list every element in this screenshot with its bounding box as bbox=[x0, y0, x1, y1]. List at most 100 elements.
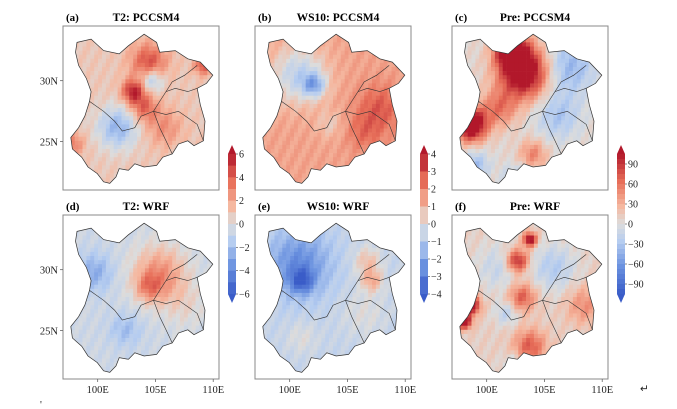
field-cell bbox=[561, 75, 566, 80]
field-cell bbox=[137, 87, 142, 92]
field-cell bbox=[576, 120, 581, 125]
field-cell bbox=[286, 71, 291, 76]
field-cell bbox=[133, 46, 138, 51]
field-cell bbox=[82, 124, 87, 129]
field-cell bbox=[565, 120, 570, 125]
field-cell bbox=[557, 140, 562, 146]
panel-label: (b) bbox=[258, 12, 272, 24]
field-cell bbox=[160, 124, 165, 129]
field-cell bbox=[533, 157, 539, 162]
field-cell bbox=[148, 75, 153, 80]
field-cell bbox=[137, 124, 142, 129]
field-cell bbox=[160, 50, 165, 55]
field-cell bbox=[375, 87, 381, 92]
field-cell bbox=[537, 144, 542, 150]
field-cell bbox=[502, 108, 507, 113]
field-cell bbox=[561, 87, 566, 92]
field-cell bbox=[572, 112, 578, 117]
field-cell bbox=[360, 71, 365, 76]
field-cell bbox=[141, 161, 146, 166]
field-cell bbox=[483, 95, 488, 101]
field-cell bbox=[576, 128, 581, 133]
field-cell bbox=[545, 58, 550, 64]
field-cell bbox=[168, 120, 173, 125]
field-cell bbox=[105, 165, 111, 170]
field-cell bbox=[113, 144, 118, 150]
field-cell bbox=[491, 99, 496, 105]
field-cell bbox=[522, 144, 527, 150]
field-cell bbox=[467, 46, 472, 51]
field-cell bbox=[141, 91, 146, 96]
field-cell bbox=[301, 91, 306, 96]
field-cell bbox=[356, 50, 361, 55]
field-cell bbox=[372, 83, 377, 88]
field-cell bbox=[137, 42, 142, 47]
field-cell bbox=[348, 54, 353, 60]
field-cell bbox=[102, 108, 107, 113]
field-cell bbox=[491, 157, 496, 162]
field-cell bbox=[195, 91, 200, 96]
field-cell bbox=[168, 83, 173, 88]
field-cell bbox=[356, 120, 361, 125]
field-cell bbox=[301, 103, 306, 109]
field-cell bbox=[553, 103, 558, 109]
field-cell bbox=[510, 91, 515, 96]
field-cell bbox=[168, 75, 173, 80]
field-cell bbox=[290, 140, 295, 146]
field-cell bbox=[297, 165, 303, 170]
field-cell bbox=[576, 62, 581, 68]
field-cell bbox=[352, 112, 357, 117]
field-cell bbox=[176, 62, 181, 68]
field-cell bbox=[195, 108, 200, 113]
field-cell bbox=[352, 71, 357, 76]
panel-title: WS10: PCCSM4 bbox=[297, 12, 380, 24]
field-cell bbox=[491, 50, 496, 55]
field-cell bbox=[94, 58, 99, 64]
field-cell bbox=[537, 83, 542, 88]
field-cell bbox=[137, 116, 142, 121]
field-cell bbox=[483, 50, 488, 55]
field-cell bbox=[297, 62, 303, 68]
field-cell bbox=[129, 153, 134, 158]
field-cell bbox=[282, 120, 287, 125]
field-cell bbox=[553, 136, 558, 142]
field-cell bbox=[483, 67, 488, 72]
field-cell bbox=[294, 112, 299, 117]
field-cell bbox=[152, 149, 157, 154]
field-cell bbox=[352, 136, 357, 142]
field-cell bbox=[109, 149, 114, 154]
field-cell bbox=[329, 108, 334, 113]
field-cell bbox=[467, 144, 472, 150]
field-cell bbox=[74, 149, 79, 154]
field-cell bbox=[109, 71, 114, 76]
field-cell bbox=[576, 83, 581, 88]
field-cell bbox=[364, 75, 369, 80]
field-cell bbox=[109, 140, 114, 146]
field-cell bbox=[105, 149, 111, 154]
field-cell bbox=[172, 71, 177, 76]
field-cell bbox=[491, 124, 496, 129]
field-cell bbox=[148, 144, 153, 150]
field-cell bbox=[195, 62, 200, 68]
field-cell bbox=[305, 144, 310, 150]
field-cell bbox=[576, 124, 581, 129]
field-cell bbox=[187, 128, 192, 133]
field-cell bbox=[329, 103, 334, 109]
field-cell bbox=[545, 116, 550, 121]
field-cell bbox=[569, 75, 574, 80]
field-cell bbox=[278, 128, 283, 133]
field-cell bbox=[191, 58, 196, 64]
field-cell bbox=[187, 62, 192, 68]
field-cell bbox=[336, 99, 342, 105]
field-cell bbox=[102, 87, 107, 92]
field-cell bbox=[144, 83, 150, 88]
field-cell bbox=[463, 136, 468, 142]
field-cell bbox=[483, 112, 488, 117]
field-cell bbox=[309, 54, 314, 60]
field-cell bbox=[506, 157, 511, 162]
field-cell bbox=[317, 108, 322, 113]
field-cell bbox=[282, 132, 287, 137]
field-cell bbox=[533, 58, 539, 64]
field-cell bbox=[541, 116, 546, 121]
field-cell bbox=[329, 128, 334, 133]
